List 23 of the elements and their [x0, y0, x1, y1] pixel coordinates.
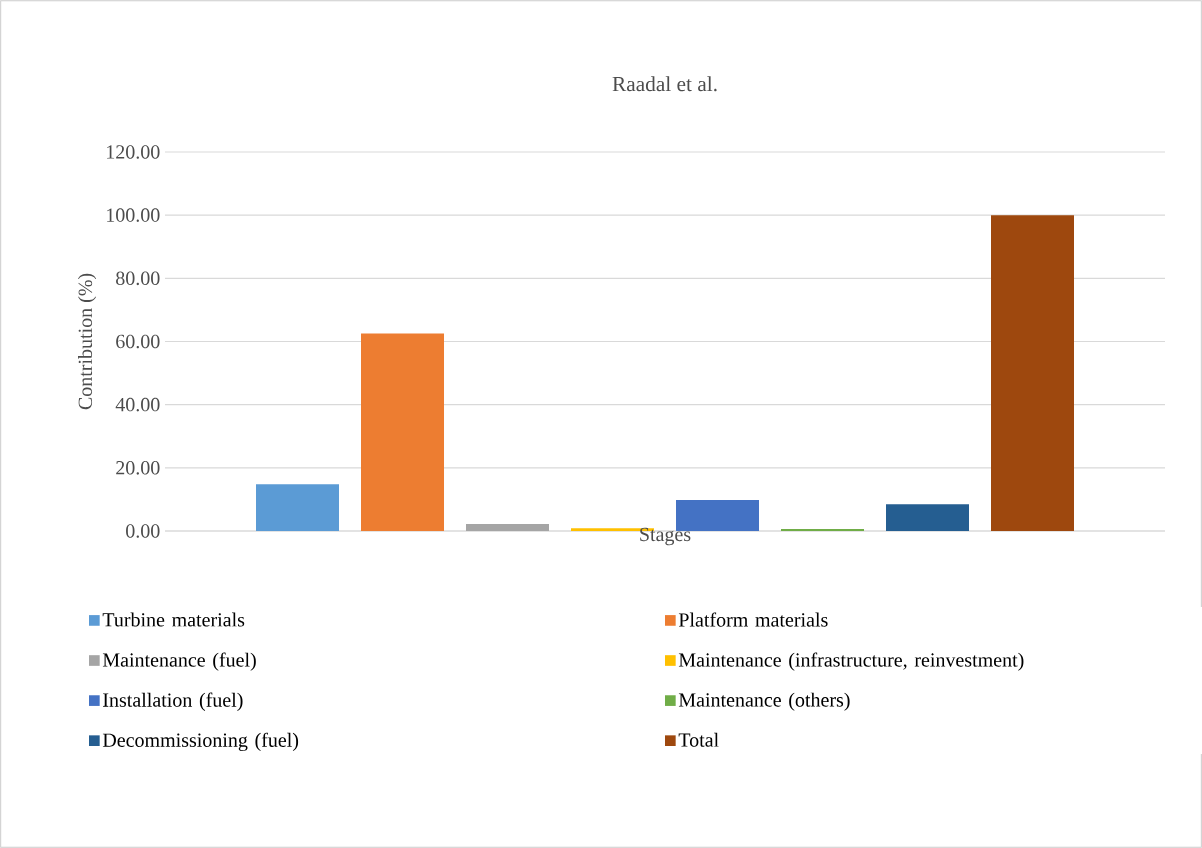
y-tick-label: 0.00 — [126, 524, 160, 538]
bar — [256, 484, 340, 531]
legend-label: Turbine materials — [102, 612, 245, 627]
legend-label: Total — [678, 732, 719, 747]
x-axis-title: Stages — [640, 527, 691, 546]
bar — [991, 215, 1074, 531]
y-axis-title: Contribution (%) — [78, 273, 97, 410]
y-tick-label: 100.00 — [107, 208, 160, 222]
legend-label: Decommissioning (fuel) — [102, 732, 299, 752]
y-tick-label: 20.00 — [116, 461, 160, 475]
bar — [466, 524, 550, 531]
bar — [361, 333, 445, 531]
y-tick-label: 120.00 — [107, 145, 160, 159]
y-tick-label: 80.00 — [116, 271, 160, 286]
legend-label: Platform materials — [678, 612, 828, 627]
y-tick-label: 60.00 — [116, 334, 160, 349]
chart-title: Raadal et al. — [612, 76, 717, 92]
legend-label: Maintenance (infrastructure, reinvestment) — [678, 652, 1024, 671]
legend-label: Maintenance (others) — [678, 692, 850, 711]
legend-label: Installation (fuel) — [103, 692, 243, 711]
bar — [886, 504, 969, 531]
legend-label: Maintenance (fuel) — [102, 652, 256, 671]
y-tick-label: 40.00 — [115, 397, 160, 412]
